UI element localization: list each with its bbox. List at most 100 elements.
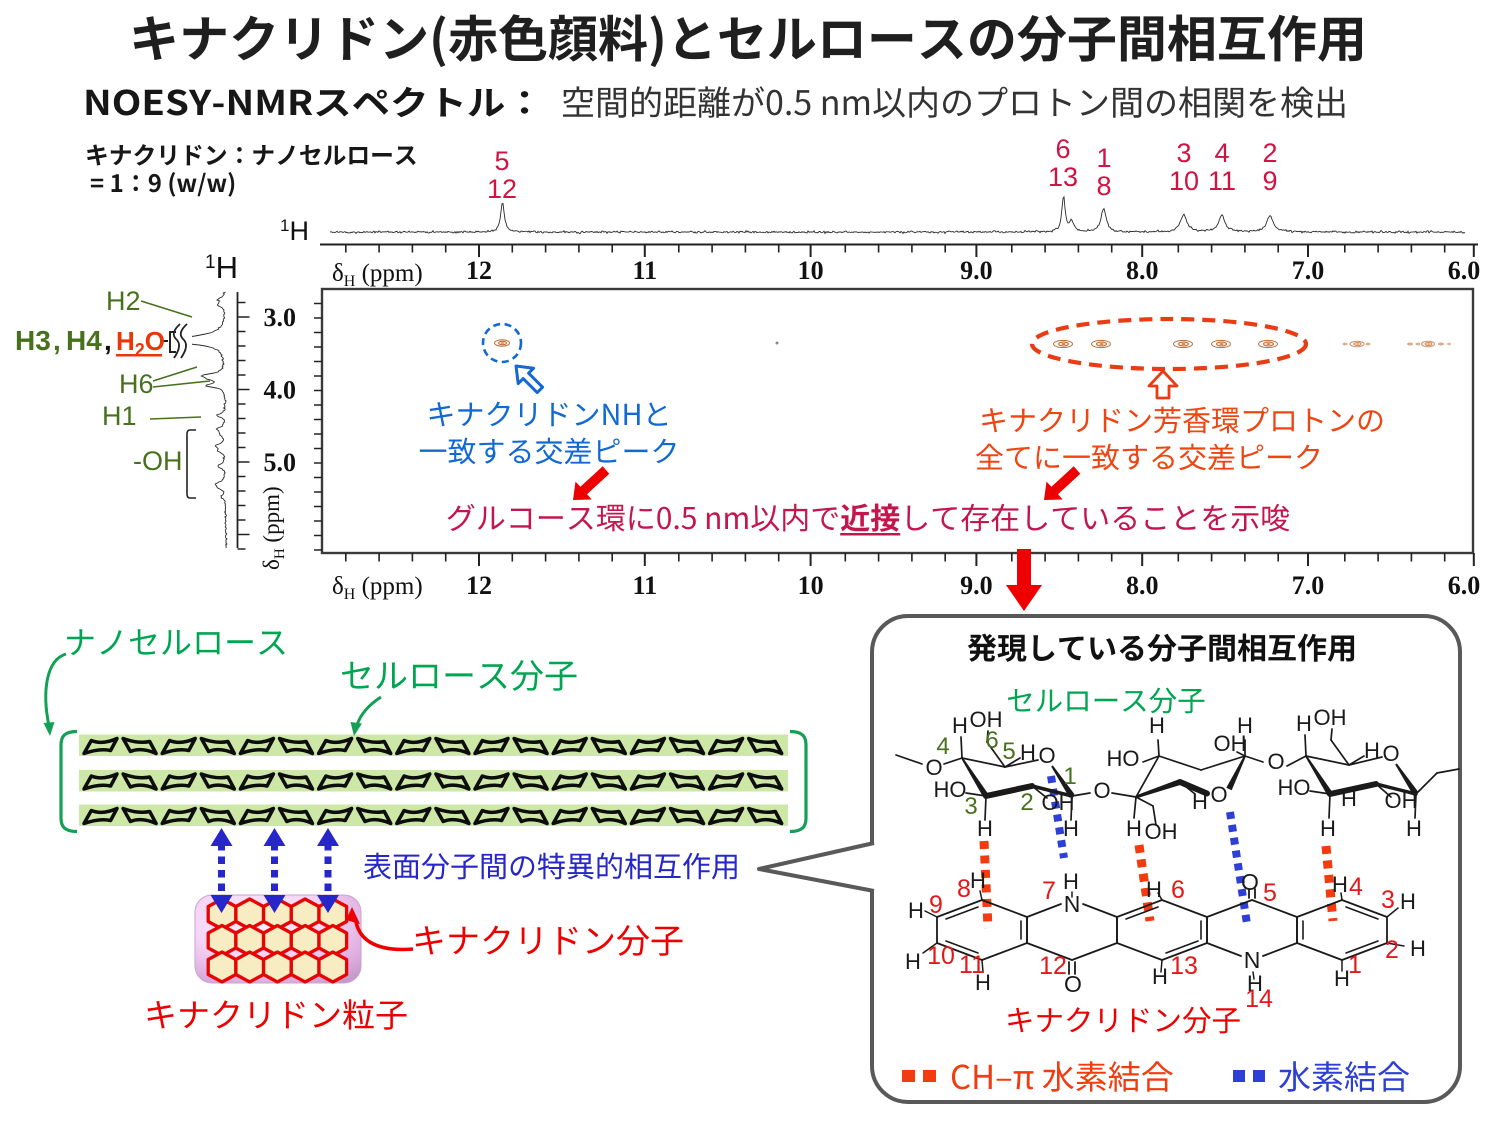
svg-text:OH: OH xyxy=(1214,731,1247,756)
svg-text:H: H xyxy=(1237,713,1253,738)
svg-text:H: H xyxy=(1334,966,1350,991)
svg-text:5: 5 xyxy=(494,146,509,176)
svg-text:H1: H1 xyxy=(102,401,137,431)
svg-text:6: 6 xyxy=(1055,134,1070,164)
svg-text:1: 1 xyxy=(1063,763,1076,790)
svg-text:13: 13 xyxy=(1170,952,1198,980)
svg-text:O: O xyxy=(1210,782,1227,807)
svg-text:6.0: 6.0 xyxy=(1448,571,1481,600)
svg-text:δH (ppm): δH (ppm) xyxy=(332,260,423,290)
svg-text:H: H xyxy=(1146,877,1162,902)
svg-text:4: 4 xyxy=(1349,873,1363,901)
svg-text:12: 12 xyxy=(466,256,492,285)
svg-text:5: 5 xyxy=(1002,738,1015,765)
svg-text:H: H xyxy=(1192,789,1208,814)
svg-text:11: 11 xyxy=(633,256,658,285)
svg-text:10: 10 xyxy=(798,571,824,600)
svg-text:3: 3 xyxy=(964,793,977,820)
svg-text:H3: H3 xyxy=(15,325,51,356)
svg-text:12: 12 xyxy=(487,174,517,204)
svg-text:-OH: -OH xyxy=(133,446,183,476)
svg-text:8.0: 8.0 xyxy=(1126,571,1159,600)
svg-text:O: O xyxy=(1064,971,1082,997)
svg-text:4: 4 xyxy=(1214,138,1229,168)
svg-text:O: O xyxy=(1093,778,1110,803)
svg-text:HO: HO xyxy=(934,777,967,802)
svg-text:H: H xyxy=(1341,786,1357,811)
svg-text:1: 1 xyxy=(1348,951,1362,979)
svg-text:1H: 1H xyxy=(205,250,238,285)
svg-text:OH: OH xyxy=(1145,819,1178,844)
svg-text:H2: H2 xyxy=(106,286,141,316)
svg-text:OH: OH xyxy=(1314,705,1347,730)
svg-text:H: H xyxy=(905,949,921,974)
svg-text:H: H xyxy=(1406,816,1422,841)
svg-text:8: 8 xyxy=(957,875,971,903)
svg-text:H: H xyxy=(908,898,924,923)
svg-text:3: 3 xyxy=(1176,138,1191,168)
svg-text:HO: HO xyxy=(1107,746,1140,771)
svg-text:4.0: 4.0 xyxy=(264,376,297,405)
svg-text:9.0: 9.0 xyxy=(960,256,993,285)
svg-text:H: H xyxy=(1320,816,1336,841)
svg-text:7.0: 7.0 xyxy=(1292,571,1325,600)
svg-text:7.0: 7.0 xyxy=(1292,256,1325,285)
svg-text:H: H xyxy=(1247,971,1263,996)
svg-text:10: 10 xyxy=(927,942,955,970)
svg-text:13: 13 xyxy=(1048,162,1078,192)
svg-text:HO: HO xyxy=(1278,775,1311,800)
svg-text:1H: 1H xyxy=(280,216,309,246)
svg-text:,: , xyxy=(53,325,61,356)
svg-text:H: H xyxy=(1063,869,1079,894)
svg-text:O: O xyxy=(1241,869,1259,895)
svg-text:8: 8 xyxy=(1096,171,1111,201)
svg-text:12: 12 xyxy=(466,571,492,600)
svg-text:H: H xyxy=(1332,872,1348,897)
svg-text:OH: OH xyxy=(1042,790,1075,815)
svg-text:H: H xyxy=(1063,816,1079,841)
svg-text:O: O xyxy=(1267,749,1284,774)
svg-text:9: 9 xyxy=(1262,166,1277,196)
svg-text:9.0: 9.0 xyxy=(960,571,993,600)
svg-text:5.0: 5.0 xyxy=(264,448,297,477)
svg-text:1: 1 xyxy=(1096,143,1111,173)
svg-text:6: 6 xyxy=(1171,876,1185,904)
svg-text:10: 10 xyxy=(798,256,824,285)
svg-text:H: H xyxy=(970,868,986,893)
svg-text:H: H xyxy=(1020,740,1036,765)
svg-text:H6: H6 xyxy=(119,369,154,399)
svg-text:H: H xyxy=(1149,713,1165,738)
svg-text:H4: H4 xyxy=(66,325,102,356)
svg-text:4: 4 xyxy=(936,733,949,760)
svg-text:10: 10 xyxy=(1169,166,1199,196)
svg-text:N: N xyxy=(1064,891,1081,917)
svg-text:11: 11 xyxy=(1208,166,1236,196)
svg-text:3: 3 xyxy=(1381,886,1395,914)
svg-text:OH: OH xyxy=(970,707,1003,732)
svg-text:6.0: 6.0 xyxy=(1448,256,1481,285)
svg-text:OH: OH xyxy=(1385,788,1418,813)
svg-text:H: H xyxy=(1364,738,1380,763)
svg-text:2: 2 xyxy=(1020,789,1033,816)
svg-text:O: O xyxy=(925,755,942,780)
svg-text:8.0: 8.0 xyxy=(1126,256,1159,285)
svg-text:14: 14 xyxy=(1245,985,1273,1013)
svg-text:6: 6 xyxy=(985,727,998,754)
svg-text:H: H xyxy=(977,816,993,841)
svg-text:3.0: 3.0 xyxy=(264,303,297,332)
svg-text:δH (ppm): δH (ppm) xyxy=(259,486,288,570)
svg-text:12: 12 xyxy=(1039,952,1067,980)
svg-text:O: O xyxy=(1038,743,1055,768)
svg-text:,: , xyxy=(104,325,112,356)
svg-text:H: H xyxy=(952,713,968,738)
svg-text:2: 2 xyxy=(1385,936,1399,964)
svg-text:H: H xyxy=(1296,711,1312,736)
svg-text:7: 7 xyxy=(1042,877,1056,905)
svg-text:5: 5 xyxy=(1263,879,1277,907)
svg-text:O: O xyxy=(1382,741,1399,766)
svg-text:11: 11 xyxy=(633,571,658,600)
svg-text:H: H xyxy=(1126,816,1142,841)
svg-text:9: 9 xyxy=(929,891,943,919)
svg-text:H: H xyxy=(1410,936,1426,961)
svg-text:2: 2 xyxy=(1262,138,1277,168)
